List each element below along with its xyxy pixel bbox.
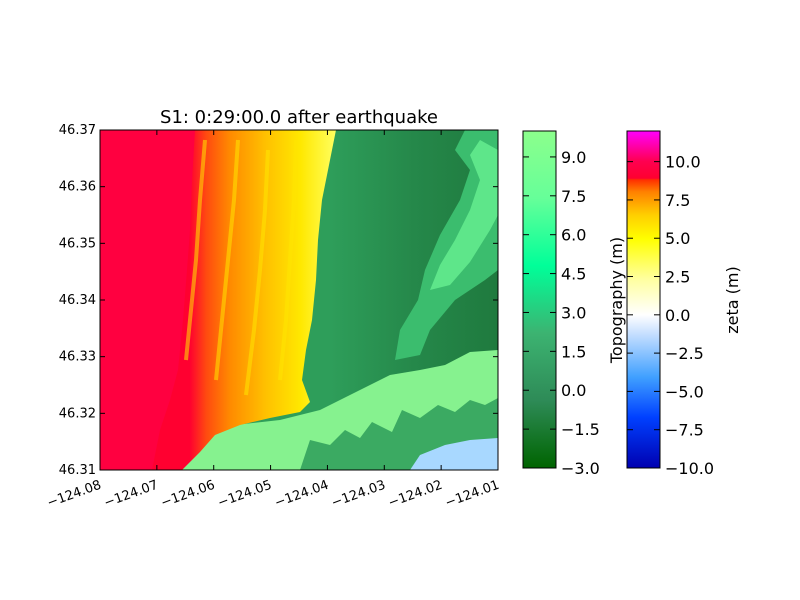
x-tick-label: −124.02 <box>386 478 444 511</box>
y-tick-label: 46.32 <box>59 406 96 421</box>
colorbar-tick-label: 0.0 <box>665 306 690 325</box>
colorbar-tick-label: −3.0 <box>561 459 600 478</box>
x-tick-label: −124.03 <box>330 478 388 511</box>
x-tick-label: −124.07 <box>102 478 160 511</box>
x-tick-label: −124.06 <box>159 478 217 511</box>
y-tick-label: 46.34 <box>59 293 96 308</box>
colorbar-tick-label: 0.0 <box>561 381 586 400</box>
topography-colorbar-ticks: −3.0 −1.5 0.0 1.5 3.0 4.5 6.0 7.5 9.0 <box>523 148 600 478</box>
colorbar-tick-label: 1.5 <box>561 342 586 361</box>
zeta-colorbar <box>626 130 661 469</box>
colorbar-tick-label: 2.5 <box>665 268 690 287</box>
bay-water <box>410 438 498 470</box>
colorbar-tick-label: −1.5 <box>561 420 600 439</box>
y-tick-label: 46.31 <box>59 463 96 478</box>
inundation-sea <box>100 130 195 470</box>
colorbar-tick-label: 9.0 <box>561 148 586 167</box>
topography-colorbar <box>522 130 557 469</box>
y-tick-label: 46.35 <box>59 236 96 251</box>
y-tick-label: 46.37 <box>59 123 96 138</box>
y-tick-label: 46.33 <box>59 350 96 365</box>
colorbar-tick-label: 6.0 <box>561 226 586 245</box>
x-tick-label: −124.08 <box>45 478 103 511</box>
zeta-colorbar-ticks: −10.0 −7.5 −5.0 −2.5 0.0 2.5 5.0 7.5 10.0 <box>627 153 714 478</box>
y-axis: 46.31 46.32 46.33 46.34 46.35 46.36 46.37 <box>59 123 498 478</box>
y-tick-label: 46.36 <box>59 180 96 195</box>
colorbar-tick-label: 7.5 <box>665 191 690 210</box>
colorbar-tick-label: 3.0 <box>561 303 586 322</box>
colorbar-tick-label: 10.0 <box>665 153 701 172</box>
topography-colorbar-label: Topography (m) <box>607 237 626 364</box>
x-tick-label: −124.04 <box>273 478 331 511</box>
colorbar-tick-label: −5.0 <box>665 382 704 401</box>
colorbar-tick-label: 5.0 <box>665 229 690 248</box>
heatmap-plot <box>100 130 498 470</box>
colorbar-tick-label: −2.5 <box>665 344 704 363</box>
x-tick-label: −124.01 <box>443 478 501 511</box>
higher-ground-ridge <box>430 140 498 290</box>
higher-ground-upper <box>395 130 498 360</box>
colorbar-tick-label: −10.0 <box>665 459 714 478</box>
zeta-colorbar-label: zeta (m) <box>723 266 742 333</box>
chart-title: S1: 0:29:00.0 after earthquake <box>160 107 438 128</box>
colorbar-tick-label: 4.5 <box>561 265 586 284</box>
colorbar-tick-label: 7.5 <box>561 187 586 206</box>
x-tick-label: −124.05 <box>216 478 274 511</box>
wave-crest-bands <box>184 139 298 396</box>
colorbar-tick-label: −7.5 <box>665 421 704 440</box>
